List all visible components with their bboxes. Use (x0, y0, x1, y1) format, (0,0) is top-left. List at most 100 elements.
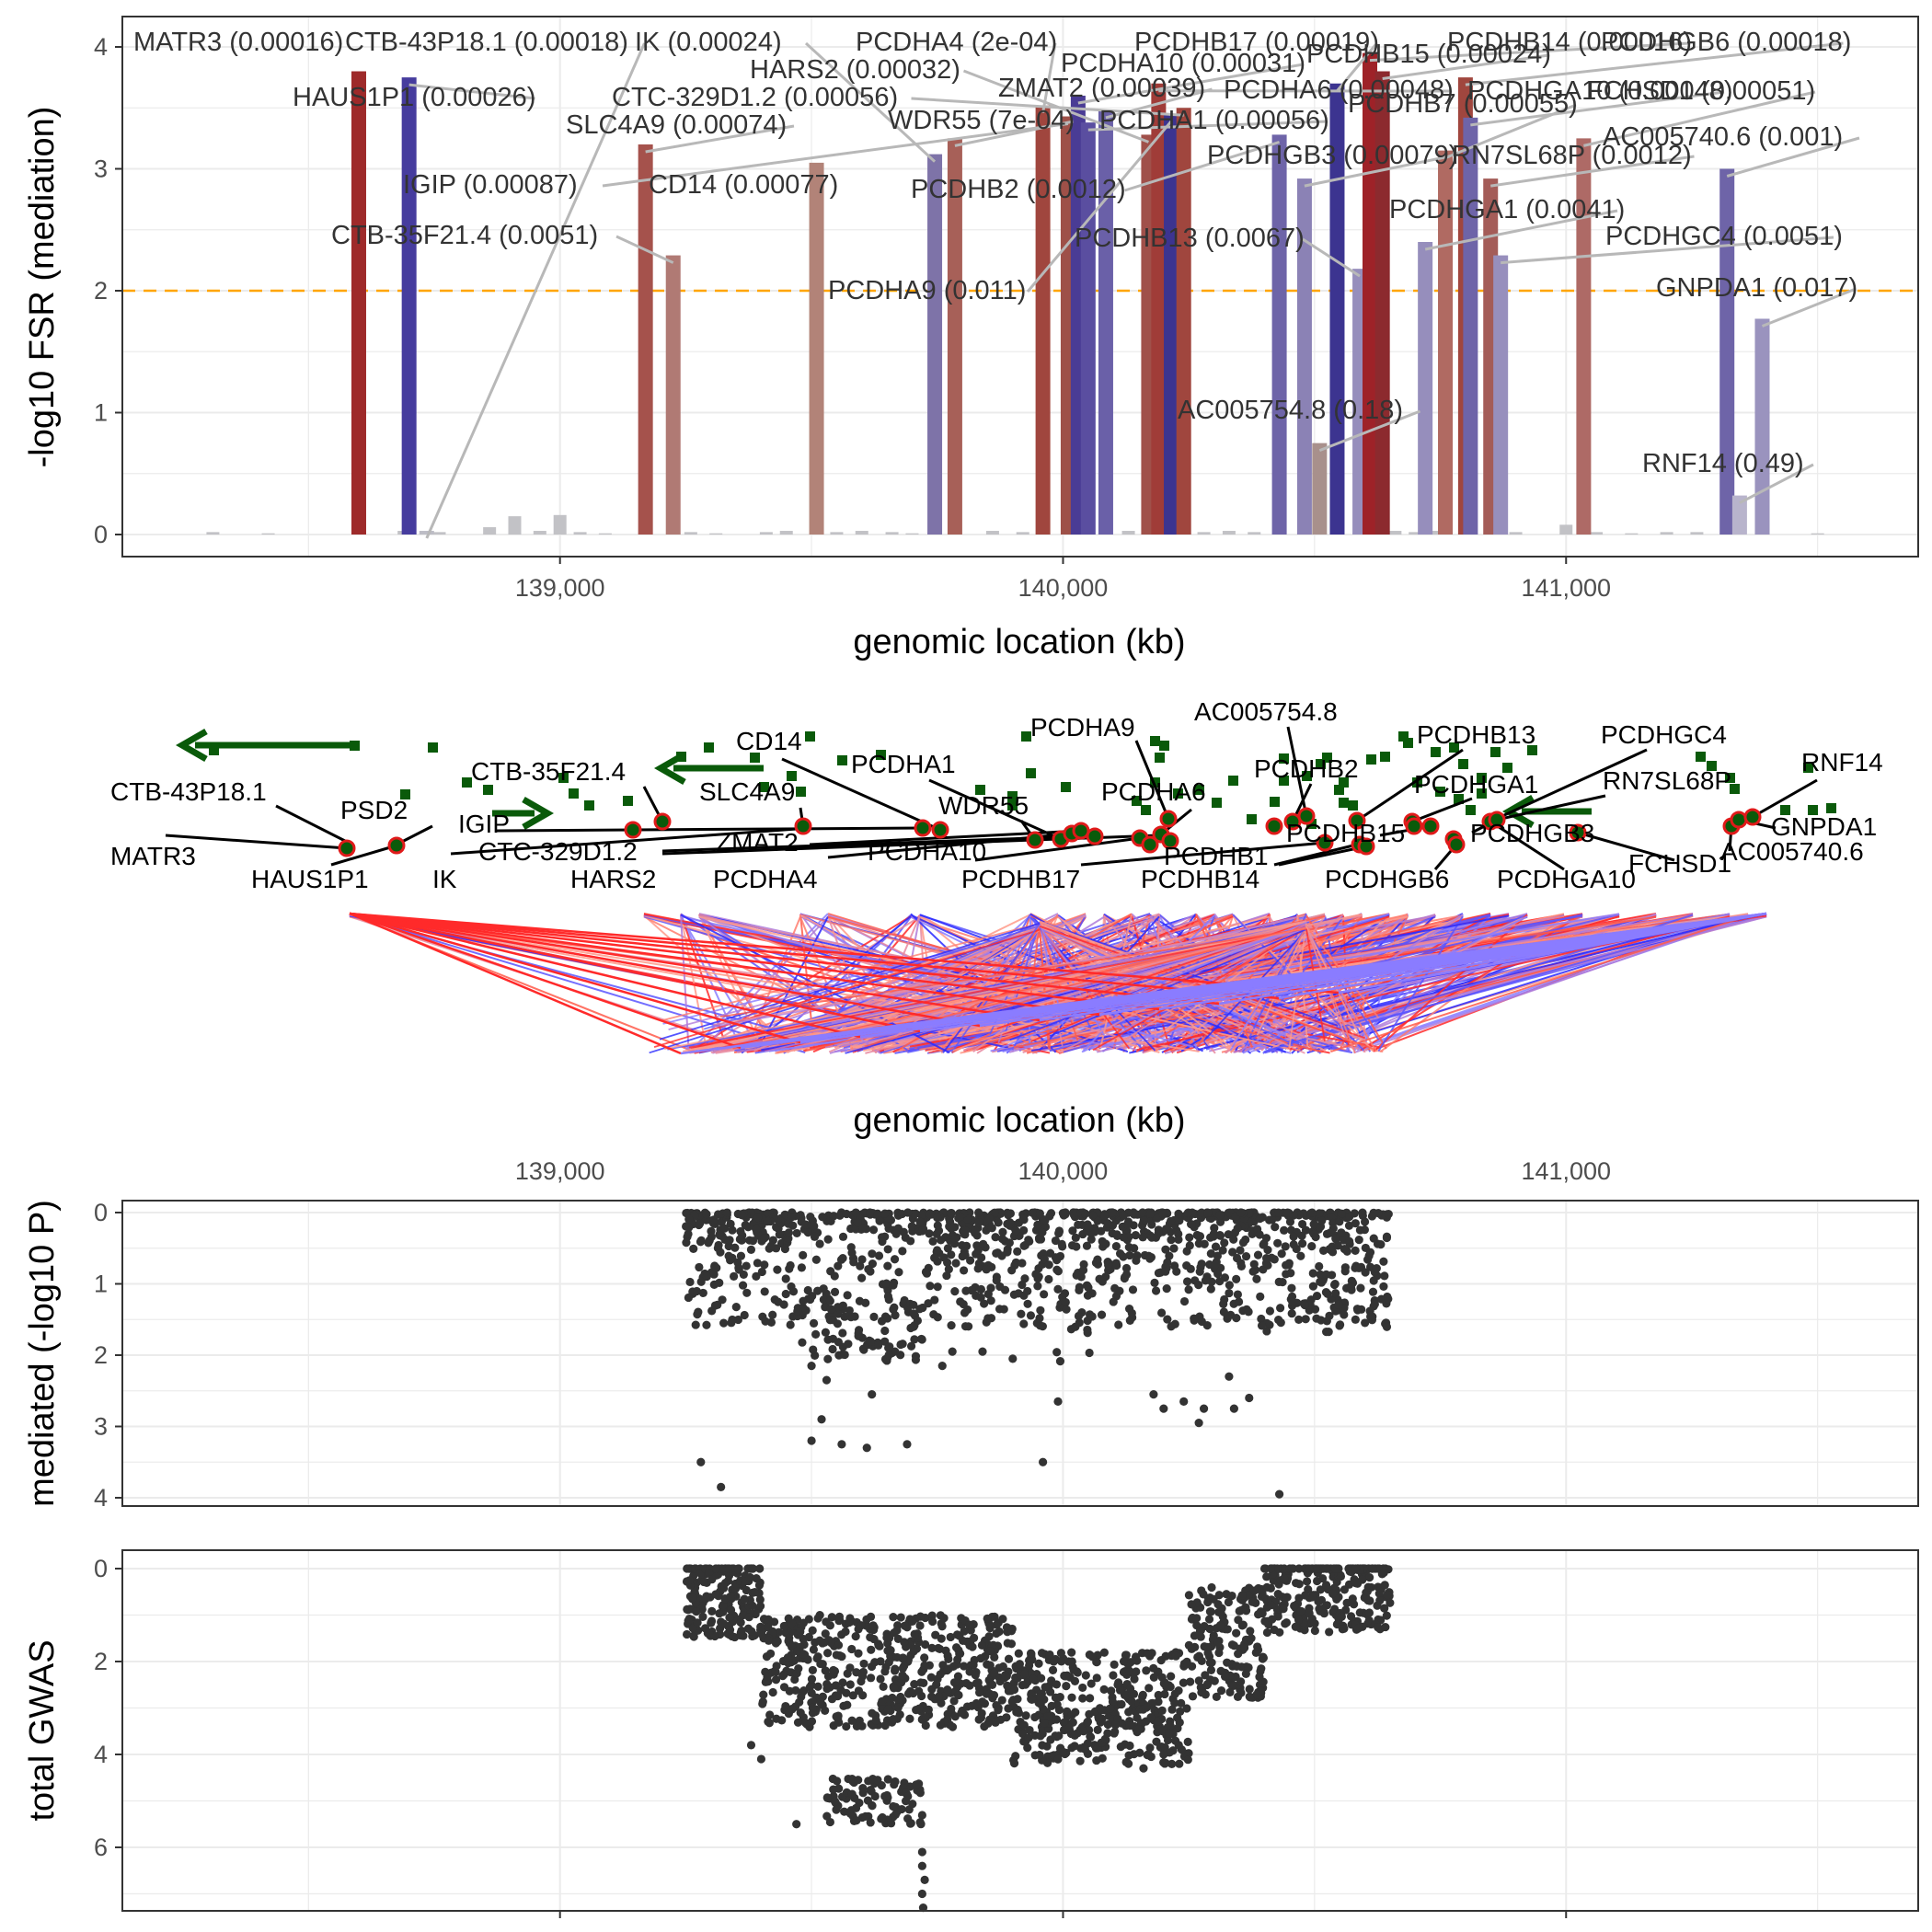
bar-label: CTB-35F21.4 (0.0051) (331, 221, 598, 250)
mediated-point (866, 1337, 876, 1346)
mediated-point (809, 1318, 819, 1328)
gwas-point (779, 1621, 788, 1631)
y-tick-label: 1 (94, 1271, 108, 1298)
mediated-point (868, 1225, 879, 1235)
gene-tss-marker (1007, 791, 1018, 801)
mediated-point (773, 1265, 782, 1274)
mediated-point (805, 1294, 815, 1305)
bar (419, 531, 434, 535)
mediated-point (1161, 1267, 1170, 1276)
gene-label-leader (1496, 794, 1606, 822)
gwas-point (1179, 1678, 1188, 1687)
gwas-point (1064, 1723, 1074, 1732)
gene-tss-marker (1696, 752, 1706, 762)
gwas-point (977, 1640, 987, 1650)
gwas-point (1138, 1690, 1147, 1699)
gene-tss-marker (209, 745, 219, 755)
mediated-point (760, 1234, 769, 1243)
mediated-point (874, 1340, 883, 1350)
mediated-point (1186, 1264, 1195, 1273)
gene-tss-marker (787, 771, 797, 781)
bar (1363, 52, 1378, 535)
gwas-point (908, 1616, 917, 1626)
mediated-point (926, 1210, 935, 1219)
mediated-point (781, 1289, 790, 1299)
mediated-point (817, 1415, 826, 1424)
bar-label: PCDHB15 (0.00024) (1306, 40, 1551, 69)
mediated-point (1321, 1270, 1331, 1279)
gene-position-marker (1297, 807, 1316, 825)
mediated-point (730, 1243, 740, 1252)
gwas-point (920, 1661, 929, 1670)
mediated-point (718, 1295, 727, 1305)
gwas-point (684, 1616, 693, 1626)
bar-label: HAUS1P1 (0.00026) (293, 83, 535, 112)
gwas-point (921, 1720, 930, 1731)
mediated-point (829, 1212, 838, 1221)
gwas-point (1383, 1590, 1392, 1600)
mediated-point (835, 1211, 845, 1220)
mediated-point (1296, 1251, 1305, 1260)
gwas-point (829, 1785, 838, 1794)
bar-label: AC005754.8 (0.18) (1178, 396, 1403, 425)
mediated-point (1232, 1274, 1241, 1283)
bar-label: PCDHA4 (2e-04) (856, 28, 1057, 57)
gwas-point (758, 1699, 767, 1708)
gene-label-leader (1489, 820, 1565, 871)
mediated-point (1318, 1246, 1328, 1255)
mediated-point (752, 1225, 761, 1234)
gwas-point (808, 1626, 817, 1635)
leader-line (911, 97, 1184, 117)
snp-gene-link (945, 923, 1041, 1035)
gene-tss-marker (1707, 761, 1717, 771)
gwas-point (1305, 1564, 1314, 1573)
gwas-point (1260, 1616, 1270, 1626)
bar-label: PCDHGC4 (0.0051) (1605, 222, 1843, 251)
mediated-point (797, 1263, 806, 1272)
gwas-point (1119, 1657, 1129, 1666)
gwas-point (898, 1663, 907, 1673)
mediated-point (1276, 1318, 1285, 1328)
bar-label: RN7SL68P (0.0012) (1452, 141, 1692, 170)
gene-tss-marker (483, 785, 493, 795)
mediated-point (1093, 1255, 1102, 1264)
gwas-point (1153, 1717, 1163, 1726)
gwas-point (1070, 1742, 1079, 1751)
mediated-point (757, 1267, 766, 1277)
mediated-point (992, 1248, 1001, 1259)
mediated-point (1153, 1213, 1162, 1223)
gwas-point (707, 1575, 717, 1584)
bar-minor (598, 533, 612, 535)
gwas-point (1144, 1750, 1153, 1759)
mediated-point (1161, 1245, 1170, 1254)
gene-label: FCHSD1 (1628, 849, 1731, 878)
gene-label: SLC4A9 (699, 777, 795, 806)
bar-minor (206, 532, 220, 535)
gwas-point (857, 1721, 867, 1731)
mediated-point (1280, 1225, 1289, 1235)
gwas-point (1290, 1601, 1299, 1611)
gwas-point (1294, 1616, 1304, 1625)
mediated-point (883, 1261, 892, 1271)
mediated-point (910, 1335, 919, 1344)
mediated-point (1125, 1316, 1134, 1325)
gwas-point (1048, 1665, 1058, 1675)
gwas-point (912, 1780, 921, 1789)
mediated-point (1187, 1220, 1197, 1229)
bar (638, 144, 653, 535)
gwas-point (918, 1903, 928, 1913)
gwas-point (909, 1647, 918, 1656)
gwas-point (873, 1776, 882, 1785)
mediated-point (696, 1457, 706, 1466)
mediated-point (1228, 1248, 1237, 1257)
mediated-point (684, 1214, 694, 1224)
mediated-point (1236, 1246, 1245, 1255)
gwas-point (1075, 1756, 1085, 1765)
gwas-point (812, 1653, 822, 1663)
gwas-point (723, 1564, 732, 1573)
gwas-point (1026, 1649, 1036, 1658)
mediated-point (978, 1347, 987, 1356)
mediated-point (838, 1254, 847, 1263)
mediated-point (1093, 1216, 1102, 1225)
gwas-point (1227, 1591, 1236, 1601)
